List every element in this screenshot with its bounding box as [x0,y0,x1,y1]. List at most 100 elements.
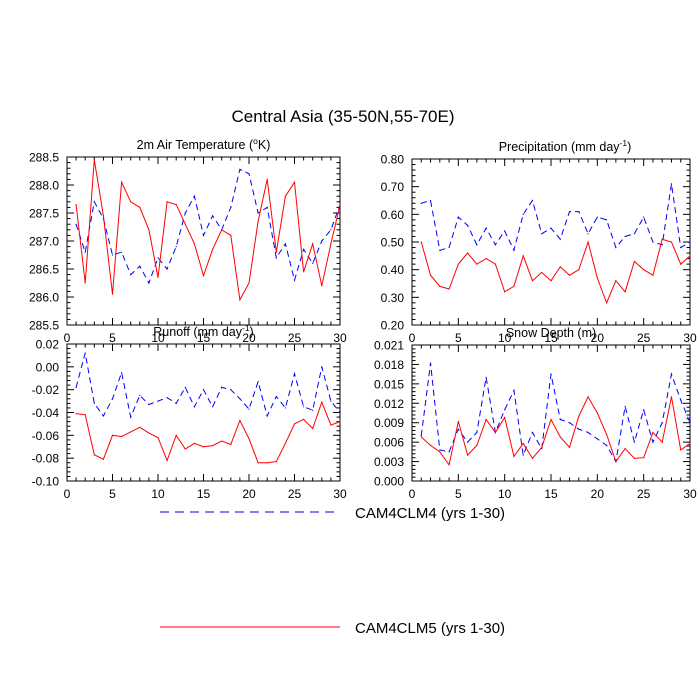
data-point-clm4 [643,216,645,218]
y-tick-label: 0.80 [381,153,405,167]
x-tick-label: 25 [637,331,651,345]
y-tick-label: 286.5 [29,263,59,277]
y-tick-label: 0.40 [381,263,405,277]
data-point-clm5 [550,280,552,282]
y-tick-label: 0.000 [374,475,404,489]
data-point-clm5 [568,274,571,276]
data-point-clm5 [148,432,150,434]
data-point-clm5 [624,448,626,450]
x-tick-label: 0 [409,487,416,501]
data-point-clm5 [212,248,214,250]
panel-air-temperature: 2m Air Temperature (oK) 0 5 10 15 20 25 30 285.5… [29,136,347,345]
data-point-clm5 [541,271,543,274]
data-point-clm5 [175,204,177,206]
x-tick-label: 20 [591,331,605,345]
x-tick-label: 15 [197,487,211,501]
data-point-clm4 [84,352,86,354]
data-point-clm4 [148,282,150,284]
data-point-clm5 [606,302,608,304]
legend-label-clm4: CAM4CLM4 (yrs 1-30) [355,505,505,522]
data-point-clm4 [587,431,589,434]
data-point-clm4 [457,216,459,218]
data-point-clm4 [212,215,214,217]
panel-title-precipitation: Precipitation (mm day-1) [499,138,632,154]
data-point-clm4 [457,428,459,430]
data-point-clm4 [275,257,277,259]
data-point-clm5 [606,433,608,435]
data-point-clm5 [670,396,673,398]
data-point-clm5 [221,440,223,442]
data-point-clm4 [230,389,232,391]
data-point-clm5 [111,293,114,295]
data-point-clm5 [522,442,524,445]
y-tick-label: 0.018 [374,358,404,372]
data-point-clm5 [312,427,314,430]
series-line-clm5 [420,395,691,467]
data-point-clm5 [550,418,552,421]
data-point-clm4 [550,227,552,229]
y-tick-label: 0.60 [381,208,405,222]
data-point-clm5 [75,413,77,415]
y-tick-label: 0.70 [381,180,405,194]
plot-frame [66,343,341,482]
data-point-clm4 [578,428,580,430]
data-point-clm4 [680,399,682,401]
x-tick-label: 25 [637,487,651,501]
panel-title-air-temperature: 2m Air Temperature (oK) [137,136,271,152]
data-point-clm5 [130,201,132,203]
panel-title-snow-depth: Snow Depth (m) [506,326,596,340]
data-point-clm4 [121,251,123,253]
data-point-clm5 [680,263,682,265]
data-point-clm5 [157,437,159,439]
y-tick-label: -0.10 [32,475,60,489]
data-point-clm5 [221,229,223,231]
data-point-clm4 [652,241,654,243]
data-point-clm4 [615,246,617,249]
data-point-clm4 [485,376,487,378]
y-tick-label: 0.006 [374,436,404,450]
data-point-clm5 [522,255,524,257]
panel-snow-depth: Snow Depth (m) 0 5 10 15 20 25 30 0.000 0.003 0.00… [374,326,697,501]
data-point-clm4 [111,254,114,256]
x-tick-label: 20 [242,487,256,501]
data-point-clm4 [111,398,114,400]
data-point-clm4 [633,441,636,443]
data-point-clm5 [84,282,86,284]
data-point-clm5 [578,269,580,271]
data-point-clm4 [184,386,186,388]
series-line-clm4 [421,183,691,252]
data-point-clm4 [293,373,296,375]
data-point-clm5 [248,438,250,440]
data-point-clm4 [429,199,432,202]
data-point-clm5 [420,241,422,243]
data-point-clm5 [513,455,515,457]
y-tick-label: 0.009 [374,416,404,430]
data-point-clm4 [130,274,132,276]
data-point-clm4 [420,202,422,204]
data-point-clm5 [643,269,645,271]
data-point-clm5 [615,280,617,282]
data-point-clm5 [624,291,626,293]
data-point-clm4 [139,394,141,396]
data-point-clm4 [689,241,691,243]
data-point-clm5 [166,201,168,203]
data-point-clm5 [485,418,487,421]
x-tick-label: 25 [288,487,302,501]
data-point-clm4 [266,206,268,208]
data-point-clm4 [522,454,524,456]
y-tick-label: 0.021 [374,339,404,353]
data-point-clm4 [559,238,561,240]
data-point-clm5 [293,181,296,183]
y-tick-label: 0.003 [374,455,404,469]
data-point-clm5 [212,445,214,447]
data-point-clm5 [457,263,459,265]
data-point-clm5 [420,436,422,438]
data-point-clm4 [139,265,141,267]
data-point-clm4 [303,248,305,250]
data-point-clm5 [121,181,123,183]
data-point-clm5 [633,260,636,262]
data-point-clm5 [494,431,496,434]
data-point-clm5 [93,454,95,456]
data-point-clm4 [606,219,608,221]
